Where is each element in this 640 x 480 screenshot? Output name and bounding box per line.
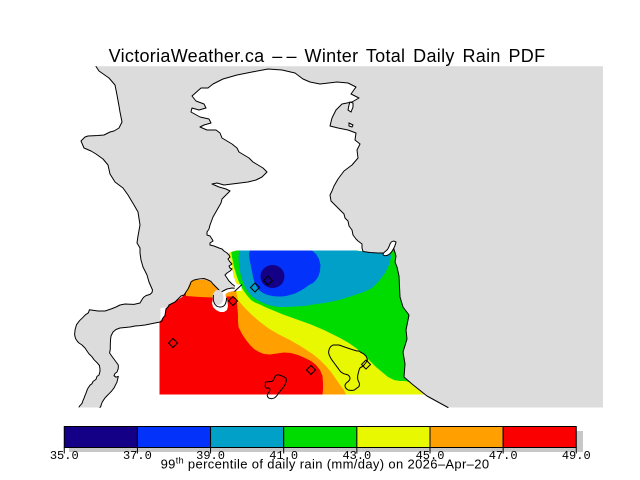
svg-text:43.0: 43.0 <box>342 449 371 463</box>
svg-text:37.0: 37.0 <box>123 449 152 463</box>
svg-text:39.0: 39.0 <box>196 449 225 463</box>
svg-text:99th percentile of daily rain: 99th percentile of daily rain (mm/day) o… <box>161 456 490 472</box>
svg-text:47.0: 47.0 <box>489 449 518 463</box>
svg-text:VictoriaWeather.ca – – Winter: VictoriaWeather.ca – – Winter Total Dail… <box>109 46 546 66</box>
svg-text:35.0: 35.0 <box>50 449 79 463</box>
svg-text:45.0: 45.0 <box>416 449 445 463</box>
svg-text:41.0: 41.0 <box>269 449 298 463</box>
svg-text:49.0: 49.0 <box>562 449 591 463</box>
